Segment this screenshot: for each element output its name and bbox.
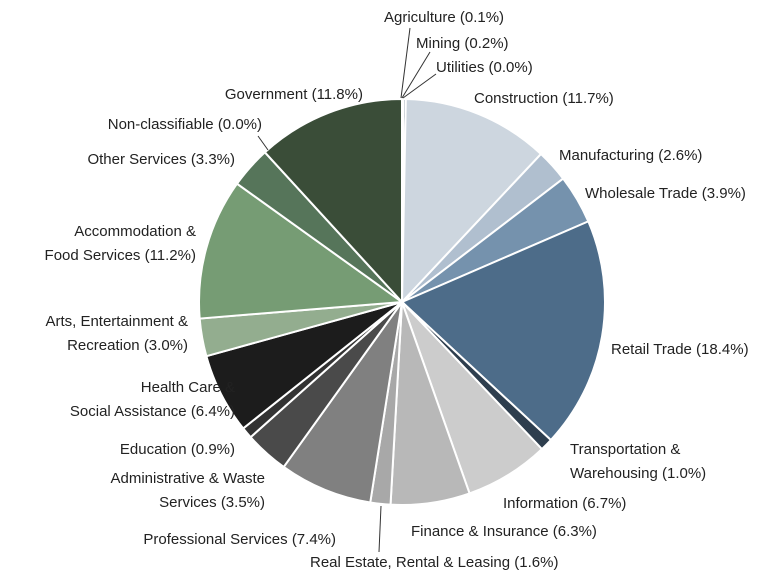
pie-slice	[400, 98, 543, 305]
value-label: (7.4%)	[291, 531, 336, 548]
category-name: Wholesale Trade	[585, 185, 698, 202]
slice-label: Construction (11.7%)	[474, 87, 614, 111]
slice-label: Mining (0.2%)	[416, 32, 509, 56]
leader-line	[402, 73, 437, 99]
slice-label: Real Estate, Rental & Leasing (1.6%)	[310, 551, 558, 575]
value-label: (11.8%)	[311, 86, 363, 103]
category-name: Health Care & Social Assistance	[69, 379, 235, 420]
category-name: Professional Services	[143, 531, 288, 548]
value-label: (2.6%)	[658, 147, 703, 164]
value-label: (18.4%)	[696, 341, 749, 358]
category-name: Transportation & Warehousing	[570, 441, 681, 482]
pie-slice	[400, 220, 606, 442]
category-name: Government	[224, 86, 308, 103]
value-label: (6.7%)	[582, 495, 627, 512]
category-name: Non-classifiable	[107, 116, 214, 133]
value-label: (3.9%)	[701, 185, 746, 202]
slice-label: Health Care & Social Assistance (6.4%)	[70, 376, 235, 424]
value-label: (3.0%)	[143, 337, 188, 354]
slice-label: Professional Services (7.4%)	[143, 528, 336, 552]
leader-line	[401, 51, 431, 99]
slice-label: Finance & Insurance (6.3%)	[411, 520, 597, 544]
pie-slice	[263, 97, 403, 305]
slice-label: Retail Trade (18.4%)	[611, 338, 749, 362]
value-label: (6.3%)	[552, 523, 597, 540]
leader-line	[378, 505, 382, 553]
leader-line	[257, 135, 269, 151]
category-name: Arts, Entertainment & Recreation	[45, 313, 188, 354]
value-label: (0.0%)	[488, 59, 533, 76]
slice-label: Accommodation & Food Services (11.2%)	[45, 220, 196, 268]
slice-label: Administrative & Waste Services (3.5%)	[111, 467, 266, 515]
slice-label: Information (6.7%)	[503, 492, 626, 516]
value-label: (11.7%)	[562, 90, 614, 107]
value-label: (3.5%)	[220, 494, 265, 511]
slice-label: Utilities (0.0%)	[436, 56, 533, 80]
category-name: Mining	[416, 35, 461, 52]
value-label: (0.9%)	[190, 441, 235, 458]
slice-label: Government (11.8%)	[225, 83, 363, 107]
slice-label: Wholesale Trade (3.9%)	[585, 182, 746, 206]
value-label: (1.6%)	[514, 554, 559, 571]
value-label: (1.0%)	[662, 465, 707, 482]
value-label: (11.2%)	[144, 247, 196, 264]
category-name: Accommodation & Food Services	[44, 223, 196, 264]
slice-label: Agriculture (0.1%)	[384, 6, 504, 30]
category-name: Manufacturing	[559, 147, 655, 164]
value-label: (3.3%)	[190, 151, 235, 168]
category-name: Information	[503, 495, 579, 512]
category-name: Utilities	[436, 59, 485, 76]
pie-slice	[198, 182, 405, 320]
category-name: Agriculture	[384, 9, 456, 26]
slice-label: Education (0.9%)	[120, 438, 235, 462]
slice-label: Transportation & Warehousing (1.0%)	[570, 438, 706, 486]
value-label: (0.2%)	[464, 35, 509, 52]
category-name: Construction	[474, 90, 559, 107]
slice-label: Manufacturing (2.6%)	[559, 144, 702, 168]
category-name: Retail Trade	[611, 341, 692, 358]
value-label: (0.0%)	[217, 116, 262, 133]
category-name: Administrative & Waste Services	[110, 470, 266, 511]
category-name: Other Services	[87, 151, 187, 168]
category-name: Real Estate, Rental & Leasing	[310, 554, 511, 571]
slice-label: Arts, Entertainment & Recreation (3.0%)	[45, 310, 188, 358]
value-label: (6.4%)	[190, 403, 235, 420]
slice-label: Other Services (3.3%)	[87, 148, 235, 172]
category-name: Education	[119, 441, 187, 458]
slice-label: Non-classifiable (0.0%)	[108, 113, 262, 137]
category-name: Finance & Insurance	[411, 523, 549, 540]
value-label: (0.1%)	[459, 9, 505, 26]
leader-line	[400, 27, 411, 99]
